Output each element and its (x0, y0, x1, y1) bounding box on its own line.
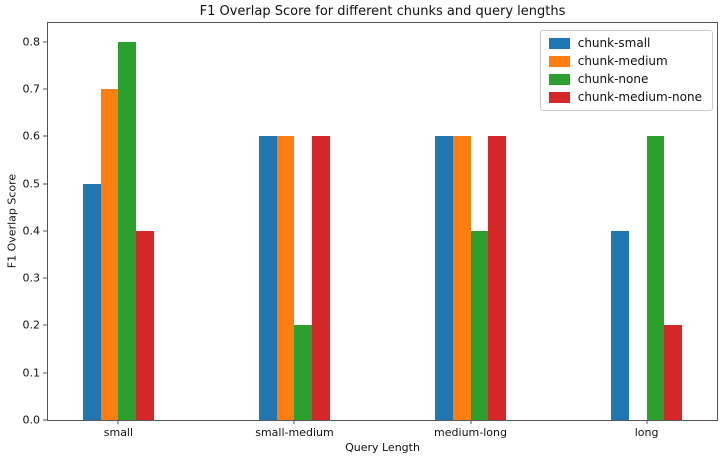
y-tick-label: 0.3 (22, 271, 41, 285)
legend-item: chunk-medium (548, 54, 702, 68)
bar-chunk-none-small-medium (294, 325, 313, 420)
legend-swatch-icon (548, 92, 570, 103)
x-tick-mark (470, 420, 472, 424)
legend-label: chunk-none (577, 72, 649, 86)
bar-chunk-medium-small (100, 89, 119, 420)
bar-chunk-medium-none-small-medium (312, 136, 330, 420)
legend: chunk-small chunk-medium chunk-none chunk-m… (539, 30, 713, 111)
y-axis-label: F1 Overlap Score (5, 173, 19, 269)
y-tick-label: 0.5 (22, 177, 41, 191)
y-tick-label: 0.1 (22, 366, 41, 380)
bar-chunk-medium-none-long (664, 325, 682, 420)
legend-swatch-icon (548, 38, 570, 49)
x-tick-mark (293, 420, 295, 424)
legend-label: chunk-medium-none (577, 90, 702, 104)
y-tick-label: 0.8 (22, 35, 41, 49)
bar-chunk-small-small (83, 183, 101, 420)
legend-label: chunk-small (577, 36, 651, 50)
x-tick-mark (646, 420, 648, 424)
plot-area: chunk-small chunk-medium chunk-none chunk-m… (23, 22, 718, 438)
chart-title: F1 Overlap Score for different chunks an… (199, 4, 566, 19)
x-tick-mark (117, 420, 119, 424)
y-tick-label: 0.0 (22, 413, 41, 427)
bar-chunk-medium-none-medium-long (488, 136, 506, 420)
x-axis-label: Query Length (345, 441, 420, 454)
legend-label: chunk-medium (577, 54, 668, 68)
y-tick-mark (43, 419, 47, 421)
bar-chunk-medium-none-small (136, 230, 154, 420)
legend-item: chunk-medium-none (548, 90, 702, 104)
x-tick-label: long (634, 426, 659, 439)
x-tick-label: small (103, 426, 134, 439)
y-tick-label: 0.2 (22, 318, 41, 332)
y-tick-mark (43, 183, 47, 185)
bar-chunk-small-long (611, 230, 629, 420)
bar-chunk-small-small-medium (259, 136, 277, 420)
bar-chunk-none-medium-long (470, 230, 489, 420)
y-tick-mark (43, 88, 47, 90)
x-tick-label: small-medium (255, 426, 334, 439)
legend-item: chunk-none (548, 72, 702, 86)
y-tick-mark (43, 230, 47, 232)
y-tick-label: 0.7 (22, 82, 41, 96)
y-tick-mark (43, 41, 47, 43)
y-tick-mark (43, 324, 47, 326)
y-tick-mark (43, 277, 47, 279)
bar-chunk-small-medium-long (435, 136, 453, 420)
bar-chunk-medium-small-medium (276, 136, 295, 420)
y-tick-mark (43, 135, 47, 137)
legend-swatch-icon (548, 56, 570, 67)
legend-swatch-icon (548, 74, 570, 85)
bar-chunk-none-long (646, 136, 665, 420)
bar-chunk-medium-medium-long (452, 136, 471, 420)
y-tick-label: 0.4 (22, 224, 41, 238)
x-tick-label: medium-long (434, 426, 507, 439)
legend-item: chunk-small (548, 36, 702, 50)
y-tick-label: 0.6 (22, 129, 41, 143)
y-tick-mark (43, 372, 47, 374)
bar-chunk-none-small (118, 41, 136, 420)
